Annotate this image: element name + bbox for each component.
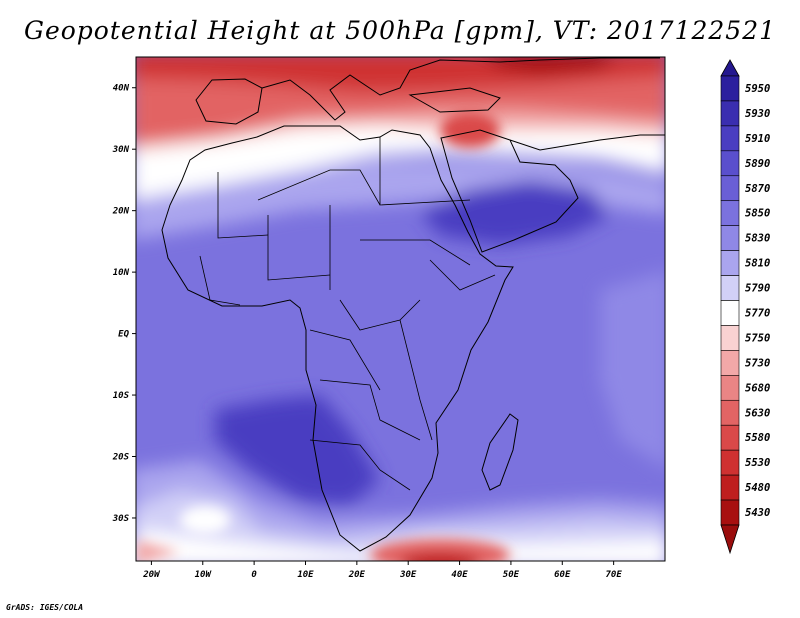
coastlines [161,57,665,552]
colorbar-swatch [720,325,740,351]
colorbar-swatch [720,175,740,202]
colorbar-label: 5950 [745,83,770,95]
colorbar-label: 5680 [745,382,770,394]
colorbar-label: 5790 [745,283,770,295]
colorbar-bottom-arrow [720,524,740,555]
colorbar-swatch [720,399,740,426]
colorbar-label: 5830 [745,233,770,245]
lon-tick-label: 20W [142,570,161,580]
lon-tick-label: 20E [348,570,366,580]
colorbar-swatch [720,225,740,251]
colorbar-swatch [720,75,740,102]
colorbar-label: 5480 [745,482,770,494]
lon-tick-label: 10W [195,570,213,580]
colorbar-label: 5630 [745,407,770,419]
lon-tick-label: 50E [503,570,520,580]
colorbar-label: 5890 [745,158,770,170]
plot-frame [135,56,666,562]
colorbar-swatch [720,250,740,276]
lat-tick-label: 30S [112,514,130,524]
colorbar-swatch [720,100,740,127]
lon-tick-label: 70E [606,570,623,580]
colorbar-label: 5870 [745,183,770,195]
colorbar-label: 5770 [745,307,770,319]
colorbar-swatch [720,200,740,226]
lon-tick-label: 0 [251,570,257,580]
gulf-coastline [509,134,665,151]
grads-credit: GrADS: IGES/COLA [6,603,84,612]
lat-tick-label: 20S [112,453,130,463]
colorbar-label: 5910 [745,133,770,145]
lat-tick-label: 40N [113,84,130,94]
lat-tick-label: 20N [112,207,130,217]
lat-tick-label: 10N [113,268,130,278]
colorbar-label: 5730 [745,357,770,369]
colorbar-swatch [720,125,740,152]
colorbar-swatch [720,350,740,376]
colorbar: 5950 5930 5910 5890 5870 5850 5830 5810 5790 5770… [720,59,770,555]
africa-coastline [161,125,514,552]
lat-tick-label: EQ [118,330,129,340]
colorbar-swatch [720,275,740,301]
iberia-coastline [195,78,263,125]
colorbar-swatch [720,375,740,401]
colorbar-swatch [720,424,740,451]
colorbar-top-arrow [720,59,740,77]
colorbar-swatch [720,499,740,526]
colorbar-label: 5530 [745,457,770,469]
height-field [136,57,665,561]
lat-tick-label: 30N [112,145,130,155]
colorbar-label: 5850 [745,208,770,220]
colorbar-label: 5750 [745,332,770,344]
lon-tick-label: 60E [554,570,571,580]
lon-axis: 20W 10W 0 10E 20E 30E 40E 50E 60E 70E [142,561,622,580]
colorbar-swatch [720,150,740,177]
europe-coastline [261,57,660,121]
colorbar-label: 5810 [745,258,770,270]
lon-tick-label: 30E [399,570,417,580]
colorbar-swatch [720,449,740,476]
borders [199,137,496,491]
colorbar-label: 5580 [745,432,770,444]
colorbar-swatch [720,474,740,501]
anatolia-coastline [408,87,501,113]
colorbar-label: 5430 [745,507,770,519]
colorbar-swatch [720,300,740,326]
madagascar-coastline [481,413,519,491]
chart-title: Geopotential Height at 500hPa [gpm], VT:… [23,16,777,45]
lat-axis: 40N 30N 20N 10N EQ 10S 20S 30S [112,84,136,524]
colorbar-label: 5930 [745,108,770,120]
lon-tick-label: 40E [451,570,468,580]
lat-tick-label: 10S [113,391,130,401]
lon-tick-label: 10E [297,570,314,580]
